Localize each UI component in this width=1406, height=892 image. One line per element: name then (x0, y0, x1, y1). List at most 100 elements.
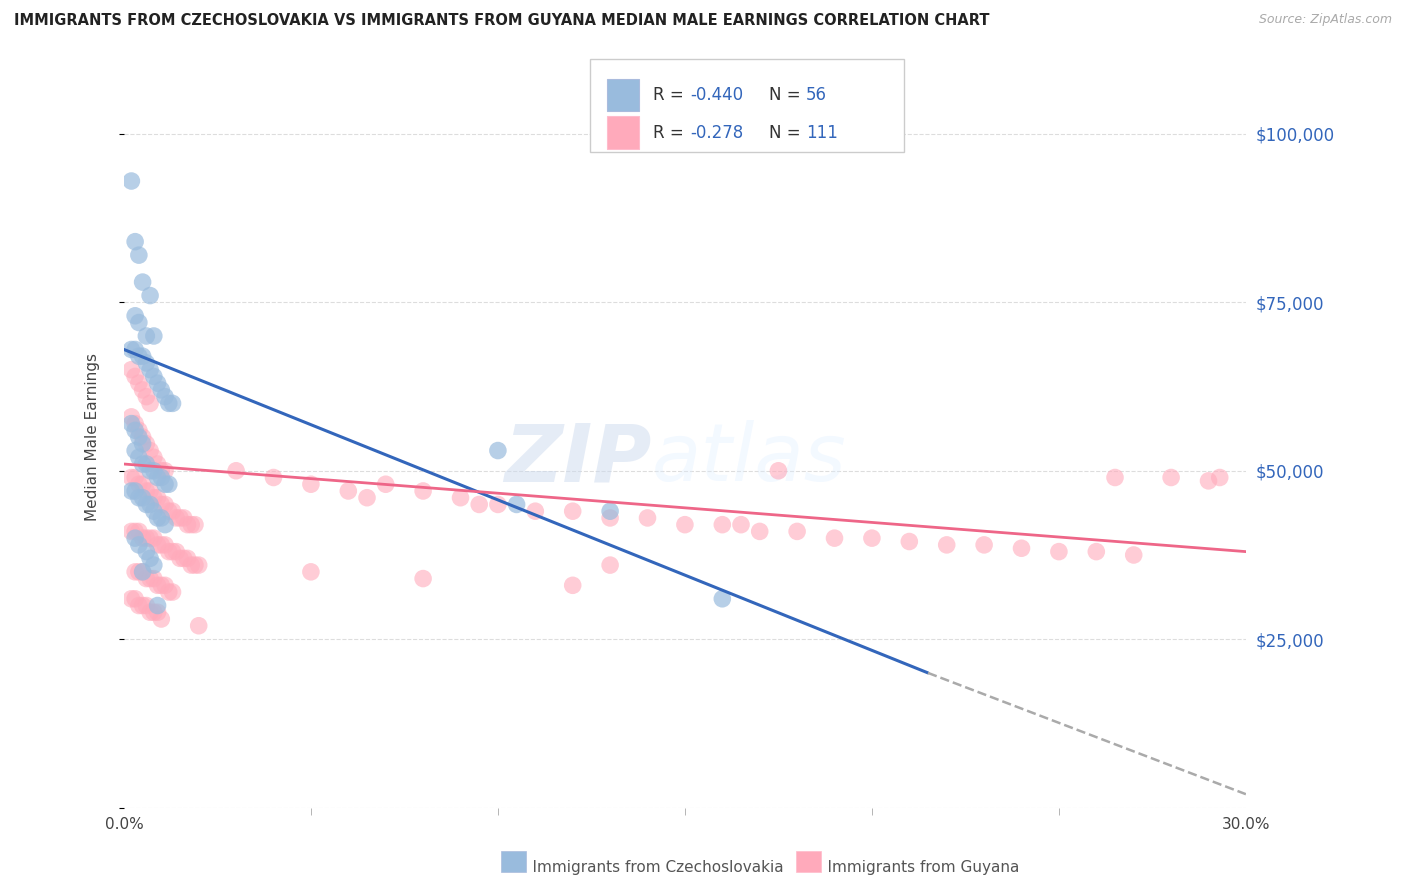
Point (824, 531, 846, 545)
Text: IMMIGRANTS FROM CZECHOSLOVAKIA VS IMMIGRANTS FROM GUYANA MEDIAN MALE EARNINGS CO: IMMIGRANTS FROM CZECHOSLOVAKIA VS IMMIGR… (14, 13, 990, 29)
Point (139, 551, 162, 566)
Point (124, 343, 146, 357)
FancyBboxPatch shape (796, 851, 821, 872)
Point (135, 356, 157, 370)
Point (135, 483, 157, 498)
Text: R =: R = (654, 87, 689, 104)
Point (1122, 548, 1144, 562)
Point (150, 578, 173, 592)
Point (139, 531, 162, 545)
Point (131, 531, 153, 545)
Point (128, 430, 150, 444)
Point (1085, 544, 1108, 558)
Point (124, 531, 146, 545)
Y-axis label: Median Male Earnings: Median Male Earnings (86, 353, 100, 521)
Point (599, 511, 621, 525)
Point (153, 517, 176, 532)
Point (120, 362, 142, 376)
Point (142, 572, 165, 586)
Point (124, 565, 146, 579)
Point (173, 551, 195, 566)
FancyBboxPatch shape (607, 116, 638, 149)
Point (146, 457, 169, 471)
FancyBboxPatch shape (589, 59, 904, 152)
Point (139, 362, 162, 376)
Text: N =: N = (769, 87, 806, 104)
Text: Source: ZipAtlas.com: Source: ZipAtlas.com (1258, 13, 1392, 27)
Point (1011, 541, 1033, 556)
Point (153, 498, 176, 512)
Point (128, 538, 150, 552)
Point (128, 524, 150, 539)
FancyBboxPatch shape (501, 851, 526, 872)
Point (142, 531, 165, 545)
Point (146, 511, 169, 525)
Point (1198, 474, 1220, 488)
Text: Immigrants from Czechoslovakia: Immigrants from Czechoslovakia (513, 860, 783, 874)
Point (139, 498, 162, 512)
Point (263, 470, 285, 484)
Point (146, 599, 169, 613)
Point (157, 504, 180, 518)
Point (135, 572, 157, 586)
Point (162, 504, 184, 518)
Point (128, 349, 150, 363)
Point (120, 470, 142, 484)
Point (157, 544, 180, 558)
Point (146, 605, 169, 619)
Point (561, 578, 583, 592)
Point (135, 329, 157, 343)
Point (131, 430, 153, 444)
Point (139, 288, 162, 302)
Point (131, 383, 153, 397)
Point (142, 491, 165, 505)
Point (150, 383, 173, 397)
Point (935, 538, 957, 552)
Point (176, 517, 198, 532)
Point (153, 578, 176, 592)
Point (157, 585, 180, 599)
Text: atlas: atlas (651, 420, 846, 499)
Point (162, 585, 184, 599)
Point (128, 376, 150, 391)
Point (128, 248, 150, 262)
Point (135, 599, 157, 613)
Point (150, 470, 173, 484)
Point (131, 457, 153, 471)
Point (184, 558, 207, 573)
Point (135, 498, 157, 512)
Text: N =: N = (769, 124, 806, 142)
Point (120, 417, 142, 431)
Point (124, 443, 146, 458)
Point (505, 498, 527, 512)
Point (162, 544, 184, 558)
Point (356, 491, 378, 505)
Point (124, 470, 146, 484)
Point (180, 558, 202, 573)
Point (120, 483, 142, 498)
Point (337, 483, 360, 498)
Point (599, 558, 621, 573)
Point (146, 578, 169, 592)
Point (120, 591, 142, 606)
Point (169, 551, 191, 566)
Point (153, 390, 176, 404)
Point (139, 464, 162, 478)
Point (299, 477, 322, 491)
Point (124, 235, 146, 249)
Point (157, 396, 180, 410)
Point (131, 349, 153, 363)
Point (139, 572, 162, 586)
Text: 56: 56 (806, 87, 827, 104)
Point (131, 275, 153, 289)
Point (142, 369, 165, 384)
Point (637, 511, 659, 525)
Point (153, 464, 176, 478)
Text: Immigrants from Guyana: Immigrants from Guyana (808, 860, 1019, 874)
Point (142, 558, 165, 573)
Point (524, 504, 547, 518)
Point (146, 376, 169, 391)
Point (142, 605, 165, 619)
Point (124, 423, 146, 437)
Point (225, 464, 247, 478)
